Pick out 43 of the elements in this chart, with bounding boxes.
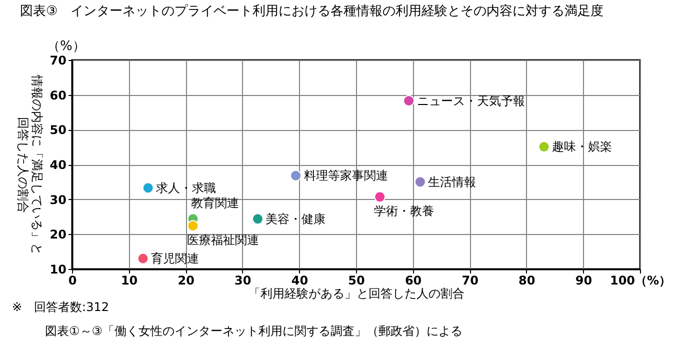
series-label: ニュース・天気予報 <box>416 94 525 108</box>
point <box>142 182 154 194</box>
text: ※ 回答者数:312 <box>12 300 110 314</box>
series-label: 育児関連 <box>151 252 199 266</box>
point <box>187 220 199 232</box>
x-tick-label: 50 <box>348 274 365 288</box>
x-tick-label: 90 <box>575 274 592 288</box>
y-tick-label: 70 <box>50 54 66 68</box>
y-tick-label: 30 <box>50 192 66 207</box>
series-label: 料理等家事関連 <box>304 168 388 183</box>
x-tick-label: 100（%） <box>610 274 672 288</box>
x-tick-label: 0 <box>68 274 77 288</box>
y-axis-title: 情報の内容に「満足している」と回答した人の割合 <box>16 74 44 255</box>
series-label: 求人・求職 <box>156 180 216 195</box>
point <box>403 95 415 106</box>
x-tick-label: 60 <box>404 274 422 288</box>
point <box>374 191 386 203</box>
x-tick-label: 40 <box>291 274 308 288</box>
y-tick-label: 20 <box>50 228 66 242</box>
series-label: 生活情報 <box>428 174 476 189</box>
x-tick-label: 10 <box>120 274 138 288</box>
x-tick-label: 70 <box>462 274 478 288</box>
x-tick-label: 80 <box>518 274 536 288</box>
series-label: 美容・健康 <box>266 212 326 226</box>
x-axis-title: 「利用経験がある」と回答した人の割合 <box>248 286 464 300</box>
point <box>137 252 149 264</box>
series-label: 学術・教養 <box>374 204 434 218</box>
text: （%） <box>47 39 86 54</box>
x-tick-label: 30 <box>234 274 252 288</box>
x-tick-label: 20 <box>178 274 194 288</box>
y-tick-label: 10 <box>50 262 66 276</box>
y-tick-label: 50 <box>50 123 66 138</box>
series-label: 趣味・娯楽 <box>552 140 612 154</box>
point <box>290 170 302 182</box>
point <box>252 213 264 225</box>
point <box>414 176 426 188</box>
series-label: 医療福祉関連 <box>186 232 259 247</box>
y-tick-label: 40 <box>50 158 66 172</box>
y-tick-label: 60 <box>50 88 66 102</box>
point <box>538 141 550 152</box>
text: 図表①～③「働く女性のインターネット利用に関する調査」（郵政省）による <box>45 324 463 338</box>
chart-title: 図表③ インターネットのプライベート利用における各種情報の利用経験とその内容に対する満足度 <box>20 3 604 19</box>
series-label: 教育関連 <box>190 196 239 210</box>
